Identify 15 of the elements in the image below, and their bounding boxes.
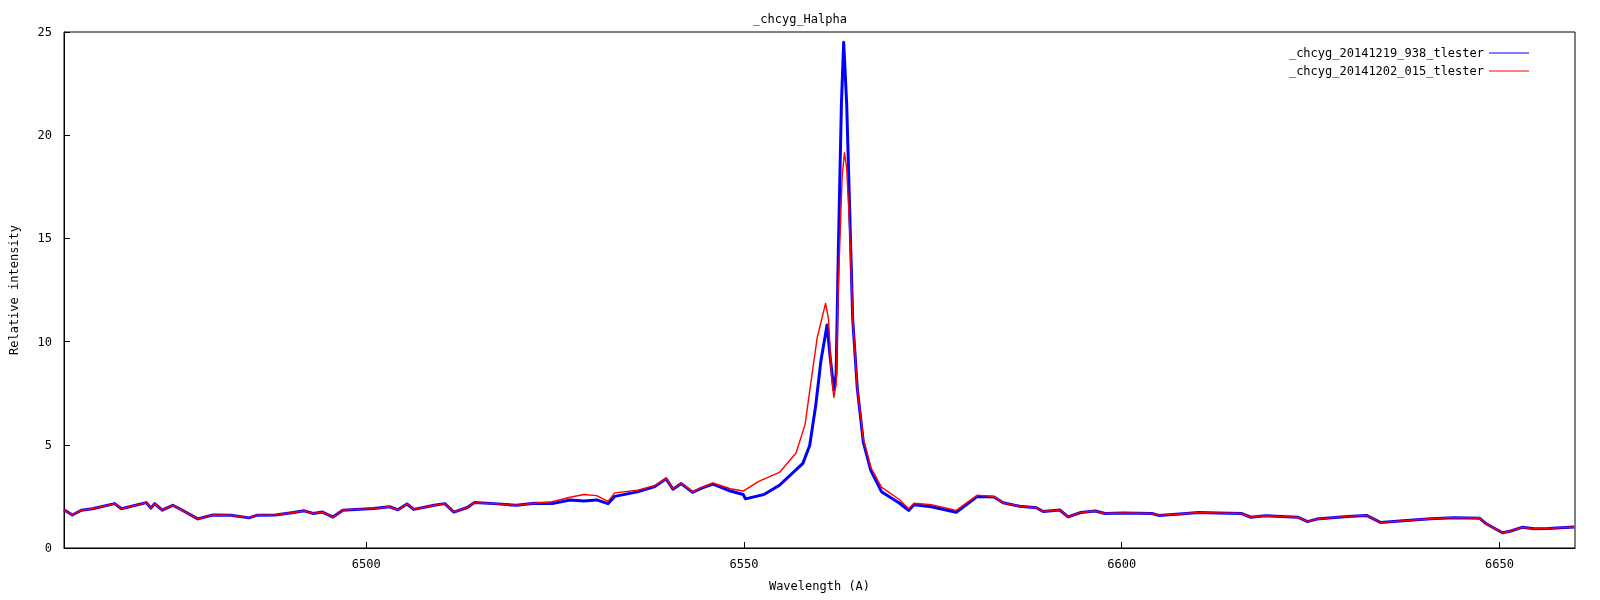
y-tick-label: 10: [37, 334, 52, 349]
chart-title: _chcyg_Halpha: [753, 12, 847, 26]
y-tick-label: 5: [44, 437, 52, 452]
x-tick-label: 6500: [351, 557, 381, 571]
x-axis-title: Wavelength (A): [768, 579, 871, 593]
y-tick-label: 15: [37, 231, 52, 246]
x-tick-label: 6550: [729, 557, 759, 571]
legend-label: _chcyg_20141202_015_tlester: [1288, 64, 1484, 78]
x-tick-label: 6650: [1485, 557, 1514, 571]
y-tick-label: 0: [44, 541, 52, 555]
y-tick-label: 25: [37, 25, 52, 39]
y-tick-label: 20: [37, 128, 52, 143]
legend-label: _chcyg_20141219_938_tlester: [1288, 46, 1484, 60]
y-axis-title: Relative intensity: [7, 224, 21, 356]
x-tick-label: 6600: [1107, 557, 1137, 571]
